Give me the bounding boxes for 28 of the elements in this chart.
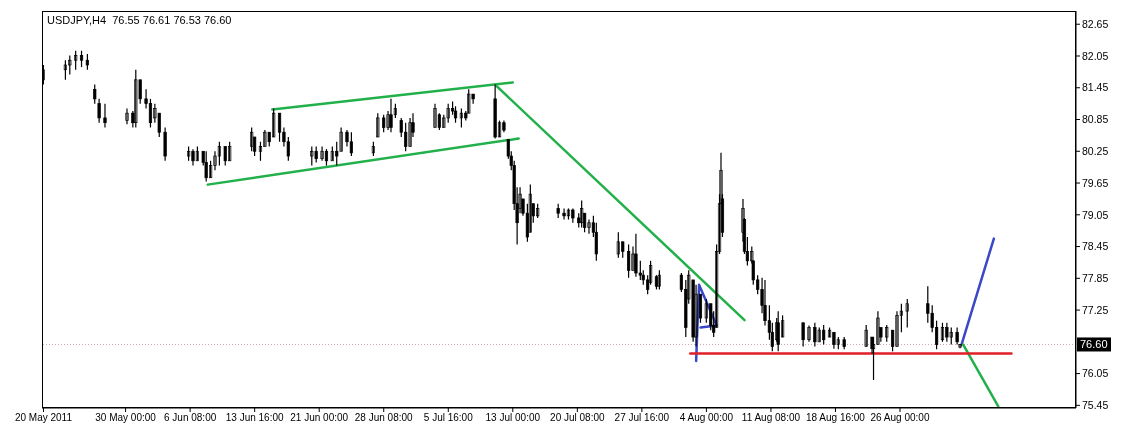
x-tick-label: 21 Jun 00:00 bbox=[290, 412, 349, 424]
y-tick-label: 79.65 bbox=[1082, 176, 1109, 189]
x-tick-label: 20 May 2011 bbox=[14, 412, 73, 424]
y-tick-label: 80.25 bbox=[1082, 145, 1109, 157]
y-tick-label: 80.85 bbox=[1082, 113, 1109, 126]
x-tick-label: 5 Jul 16:00 bbox=[423, 412, 474, 424]
x-tick-label: 6 Jun 08:00 bbox=[164, 412, 217, 424]
x-tick-label: 20 Jul 08:00 bbox=[550, 412, 606, 424]
y-tick-label: 77.85 bbox=[1082, 272, 1109, 285]
y-tick-label: 82.65 bbox=[1082, 17, 1109, 30]
x-tick-label: 27 Jul 16:00 bbox=[614, 412, 670, 424]
y-tick-label: 75.45 bbox=[1082, 399, 1109, 412]
chart-title: USDJPY,H4 76.55 76.61 76.53 76.60 bbox=[47, 14, 232, 26]
y-tick-label: 78.45 bbox=[1082, 240, 1109, 253]
y-tick-label: 81.45 bbox=[1082, 81, 1109, 94]
y-tick-label: 82.05 bbox=[1082, 49, 1109, 62]
x-tick-label: 13 Jun 16:00 bbox=[225, 412, 285, 424]
x-tick-label: 28 Jun 08:00 bbox=[354, 412, 414, 424]
ref-line-label: 76.60 bbox=[1080, 338, 1108, 351]
x-tick-label: 13 Jul 00:00 bbox=[485, 412, 541, 424]
y-tick-label: 79.05 bbox=[1082, 208, 1109, 221]
x-tick-label: 11 Aug 08:00 bbox=[741, 412, 801, 424]
x-tick-label: 4 Aug 00:00 bbox=[679, 412, 734, 424]
x-tick-label: 26 Aug 00:00 bbox=[870, 412, 930, 424]
x-tick-label: 30 May 00:00 bbox=[95, 412, 157, 424]
y-tick-label: 76.05 bbox=[1082, 367, 1109, 380]
x-tick-label: 18 Aug 16:00 bbox=[805, 412, 866, 424]
y-tick-label: 77.25 bbox=[1082, 303, 1109, 316]
